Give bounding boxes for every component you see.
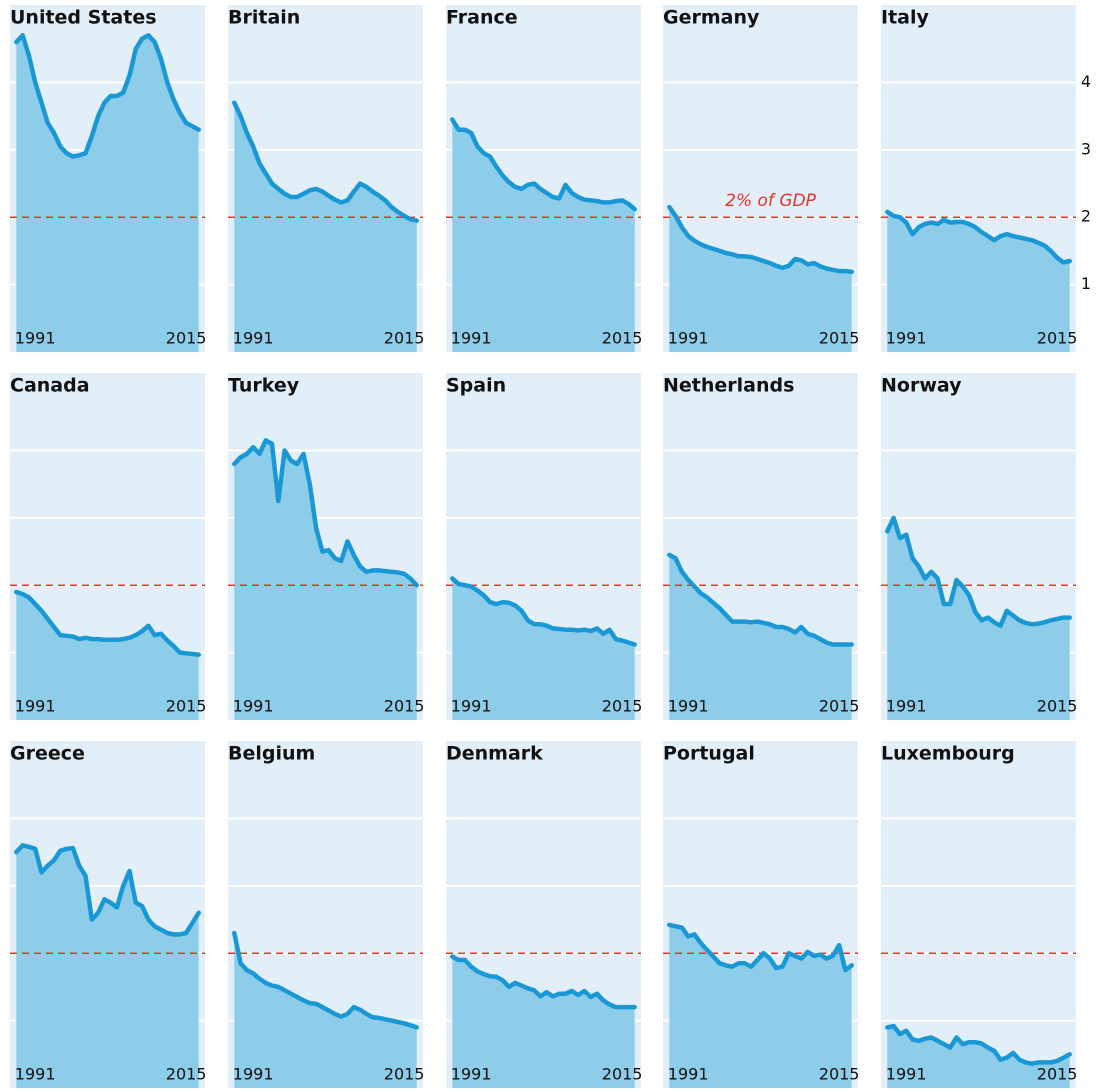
x-tick-label: 2015 bbox=[166, 329, 207, 348]
area bbox=[669, 554, 852, 720]
area bbox=[452, 578, 635, 720]
x-tick-label: 1991 bbox=[668, 1065, 709, 1084]
y-tick-label: 2 bbox=[1081, 207, 1091, 226]
panel-title: Luxembourg bbox=[881, 743, 1015, 765]
x-tick-label: 2015 bbox=[384, 329, 425, 348]
area bbox=[669, 207, 852, 352]
line bbox=[885, 209, 1072, 265]
x-tick-label: 2015 bbox=[384, 697, 425, 716]
line bbox=[885, 515, 1072, 628]
line bbox=[885, 1023, 1072, 1066]
x-tick-label: 1991 bbox=[886, 329, 927, 348]
x-tick-label: 1991 bbox=[451, 329, 492, 348]
area bbox=[234, 440, 417, 720]
area bbox=[16, 35, 199, 353]
area bbox=[234, 102, 417, 352]
panel-title: United States bbox=[10, 7, 157, 29]
x-tick-label: 2015 bbox=[819, 329, 860, 348]
x-tick-label: 1991 bbox=[15, 1065, 56, 1084]
x-tick-label: 2015 bbox=[602, 329, 643, 348]
line bbox=[232, 100, 419, 223]
x-tick-label: 2015 bbox=[1037, 329, 1078, 348]
panel-background bbox=[881, 741, 1076, 1088]
panel-title: Greece bbox=[10, 743, 85, 765]
panel-title: Spain bbox=[446, 375, 506, 397]
y-tick-label: 3 bbox=[1081, 139, 1091, 158]
x-tick-label: 1991 bbox=[451, 697, 492, 716]
panel-title: Germany bbox=[663, 7, 760, 29]
area bbox=[887, 211, 1070, 352]
area bbox=[16, 845, 199, 1088]
x-tick-label: 2015 bbox=[1037, 1065, 1078, 1084]
x-tick-label: 1991 bbox=[668, 329, 709, 348]
line bbox=[14, 33, 201, 159]
x-tick-label: 1991 bbox=[886, 697, 927, 716]
panel-title: Portugal bbox=[663, 743, 755, 765]
area bbox=[669, 924, 852, 1088]
panel-title: Italy bbox=[881, 7, 929, 29]
area bbox=[452, 119, 635, 352]
line bbox=[232, 438, 419, 588]
x-tick-label: 1991 bbox=[233, 1065, 274, 1084]
annotation: 2% of GDP bbox=[725, 191, 816, 211]
panel-title: Belgium bbox=[228, 743, 315, 765]
x-tick-label: 2015 bbox=[602, 1065, 643, 1084]
x-tick-label: 1991 bbox=[233, 697, 274, 716]
line bbox=[667, 552, 854, 647]
area bbox=[16, 592, 199, 720]
x-tick-label: 2015 bbox=[1037, 697, 1078, 716]
x-tick-label: 2015 bbox=[166, 697, 207, 716]
panel-title: Netherlands bbox=[663, 375, 794, 397]
area bbox=[887, 1026, 1070, 1088]
panel-title: France bbox=[446, 7, 518, 29]
line bbox=[450, 954, 637, 1010]
y-tick-label: 1 bbox=[1081, 274, 1091, 293]
line bbox=[667, 204, 854, 275]
y-tick-label: 4 bbox=[1081, 72, 1091, 91]
line bbox=[450, 576, 637, 647]
x-tick-label: 2015 bbox=[166, 1065, 207, 1084]
x-tick-label: 1991 bbox=[15, 329, 56, 348]
line bbox=[667, 922, 854, 973]
x-tick-label: 1991 bbox=[886, 1065, 927, 1084]
panel-title: Denmark bbox=[446, 743, 543, 765]
panel-title: Turkey bbox=[228, 375, 300, 397]
x-tick-label: 1991 bbox=[233, 329, 274, 348]
x-tick-label: 1991 bbox=[668, 697, 709, 716]
panel-title: Norway bbox=[881, 375, 962, 397]
panel-title: Britain bbox=[228, 7, 300, 29]
x-tick-label: 1991 bbox=[451, 1065, 492, 1084]
area bbox=[452, 956, 635, 1088]
x-tick-label: 2015 bbox=[819, 1065, 860, 1084]
line bbox=[232, 930, 419, 1030]
line bbox=[450, 117, 637, 212]
panel-title: Canada bbox=[10, 375, 90, 397]
x-tick-label: 2015 bbox=[384, 1065, 425, 1084]
line bbox=[14, 589, 201, 657]
x-tick-label: 2015 bbox=[819, 697, 860, 716]
x-tick-label: 2015 bbox=[602, 697, 643, 716]
x-tick-label: 1991 bbox=[15, 697, 56, 716]
line bbox=[14, 843, 201, 937]
